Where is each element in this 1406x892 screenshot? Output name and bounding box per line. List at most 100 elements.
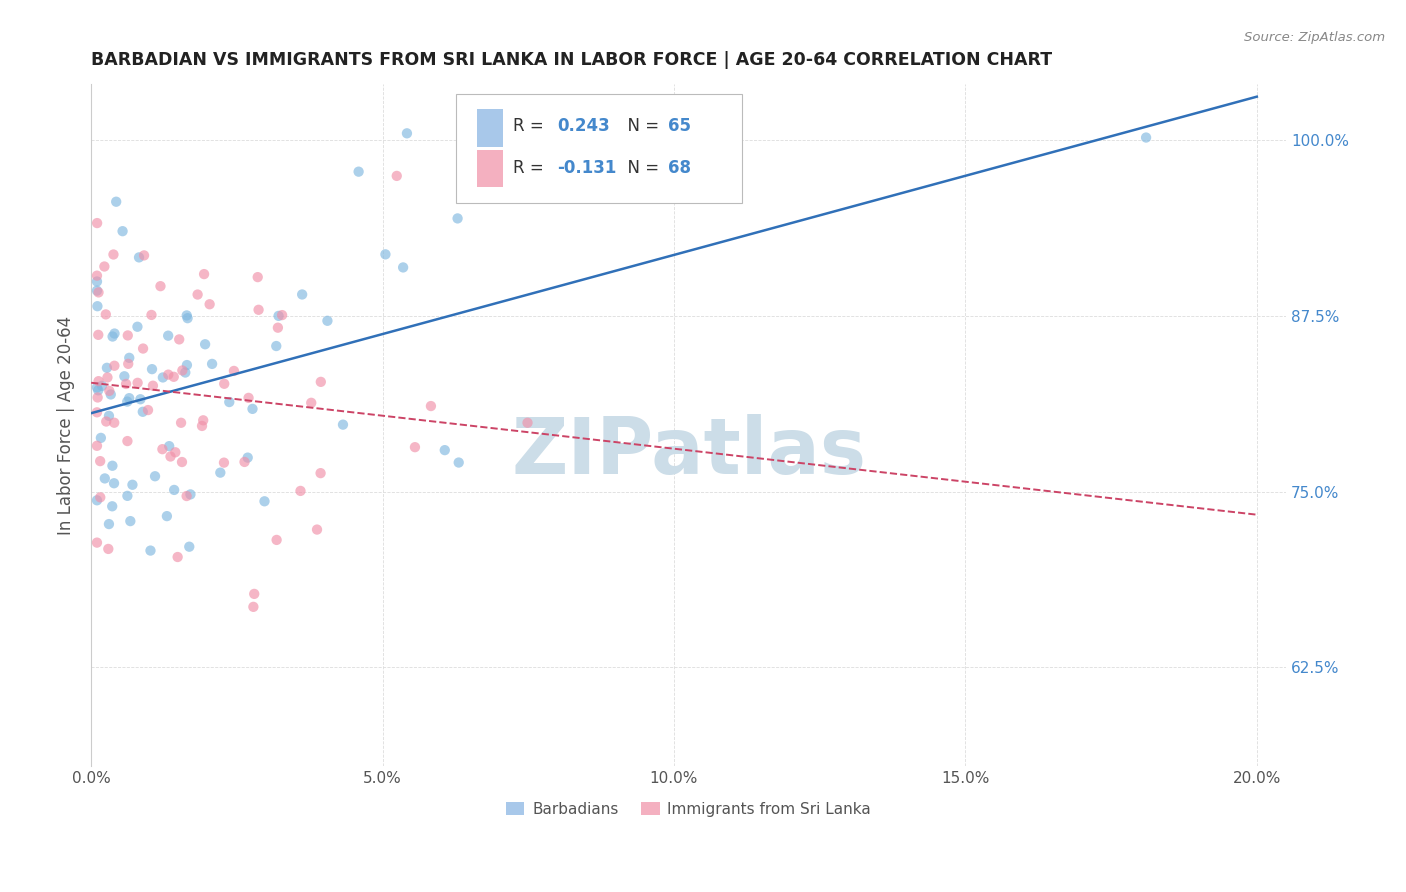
Point — [96, 415, 118, 429]
Point — [111, 224, 134, 238]
Y-axis label: In Labor Force | Age 20-64: In Labor Force | Age 20-64 — [58, 316, 75, 534]
Point — [179, 540, 201, 554]
Text: 0.243: 0.243 — [557, 117, 610, 135]
Point — [291, 287, 314, 301]
Point — [176, 309, 198, 323]
Point — [87, 374, 110, 388]
Point — [117, 434, 139, 448]
Point — [163, 483, 186, 497]
Point — [243, 587, 266, 601]
Point — [157, 368, 180, 382]
Point — [433, 443, 456, 458]
Point — [242, 599, 264, 614]
Point — [212, 376, 235, 391]
Text: N =: N = — [617, 159, 664, 177]
Point — [90, 379, 112, 393]
Point — [97, 517, 120, 532]
Point — [238, 391, 260, 405]
Point — [101, 329, 124, 343]
Point — [236, 450, 259, 465]
Point — [89, 454, 111, 468]
Point — [176, 358, 198, 372]
Point — [120, 514, 142, 528]
Point — [212, 456, 235, 470]
Point — [143, 469, 166, 483]
Point — [128, 251, 150, 265]
Point — [112, 369, 135, 384]
Point — [86, 405, 108, 419]
Point — [253, 494, 276, 508]
Point — [96, 370, 118, 384]
Point — [86, 391, 108, 405]
Point — [94, 307, 117, 321]
Point — [167, 332, 190, 346]
Point — [90, 431, 112, 445]
Point — [103, 476, 125, 491]
Point — [316, 314, 339, 328]
Point — [132, 248, 155, 262]
Legend: Barbadians, Immigrants from Sri Lanka: Barbadians, Immigrants from Sri Lanka — [501, 796, 877, 823]
Point — [170, 455, 193, 469]
Point — [172, 363, 194, 377]
Point — [117, 357, 139, 371]
Point — [117, 489, 139, 503]
Point — [385, 169, 408, 183]
Point — [86, 380, 108, 394]
Point — [103, 416, 125, 430]
Point — [96, 360, 118, 375]
Point — [309, 466, 332, 480]
Point — [157, 328, 180, 343]
Point — [103, 359, 125, 373]
Point — [86, 493, 108, 508]
Point — [127, 319, 149, 334]
Point — [97, 409, 120, 423]
Point — [93, 260, 115, 274]
Point — [271, 308, 294, 322]
Point — [267, 309, 290, 323]
Point — [163, 369, 186, 384]
Point — [332, 417, 354, 432]
Point — [404, 440, 426, 454]
Point — [218, 395, 240, 409]
Point — [86, 439, 108, 453]
Point — [170, 416, 193, 430]
Point — [117, 328, 139, 343]
Point — [118, 351, 141, 365]
Point — [86, 535, 108, 549]
Point — [198, 297, 221, 311]
Point — [117, 394, 139, 409]
Point — [299, 396, 322, 410]
Point — [103, 247, 125, 261]
Point — [142, 378, 165, 392]
Text: ZIPatlas: ZIPatlas — [510, 414, 866, 491]
Text: 68: 68 — [668, 159, 692, 177]
Point — [129, 392, 152, 407]
Point — [86, 275, 108, 289]
Point — [136, 403, 159, 417]
Point — [101, 458, 124, 473]
Point — [174, 366, 197, 380]
Point — [191, 419, 214, 434]
Point — [290, 483, 312, 498]
Point — [87, 327, 110, 342]
Point — [127, 376, 149, 390]
Point — [201, 357, 224, 371]
Point — [86, 299, 108, 313]
Point — [89, 491, 111, 505]
Point — [150, 442, 173, 457]
Point — [392, 260, 415, 275]
Text: N =: N = — [617, 117, 664, 135]
Point — [94, 471, 117, 485]
Point — [98, 384, 121, 398]
Text: 65: 65 — [668, 117, 692, 135]
Point — [115, 376, 138, 391]
Point — [87, 285, 110, 300]
Point — [141, 362, 163, 376]
Point — [419, 399, 441, 413]
Point — [347, 164, 370, 178]
Point — [101, 500, 124, 514]
Bar — [477, 150, 503, 187]
Point — [103, 326, 125, 341]
Point — [100, 387, 122, 401]
Point — [266, 533, 288, 547]
